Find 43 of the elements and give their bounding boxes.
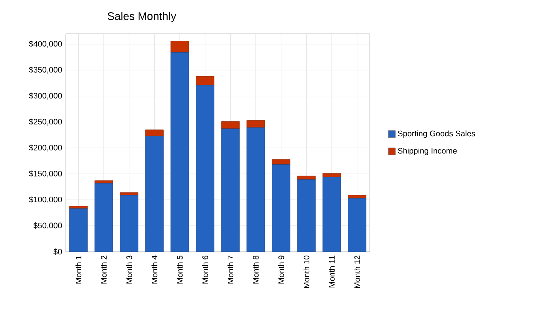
x-tick-label: Month 11 (329, 256, 335, 288)
y-tick-label: $100,000 (29, 196, 62, 204)
bar (146, 136, 164, 252)
bar (221, 122, 240, 130)
y-tick-label: $250,000 (29, 118, 62, 126)
bar (95, 183, 114, 252)
y-tick-label: $350,000 (29, 66, 62, 74)
bar (120, 195, 138, 252)
x-tick-label: Month 5 (177, 256, 183, 284)
y-tick-label: $300,000 (29, 92, 62, 100)
bar (272, 164, 290, 252)
bar (145, 130, 164, 136)
x-tick-label: Month 12 (354, 256, 360, 288)
x-tick-label: Month 1 (76, 256, 82, 284)
x-tick-label: Month 6 (202, 256, 208, 284)
bar (272, 159, 291, 165)
x-tick-label: Month 2 (101, 256, 107, 284)
y-tick-label: $200,000 (29, 144, 62, 152)
x-tick-label: Month 8 (253, 256, 259, 284)
bar (196, 76, 215, 86)
x-tick-label: Month 10 (304, 256, 310, 288)
x-tick-label: Month 3 (126, 256, 132, 284)
bar (171, 52, 190, 252)
bar (298, 180, 316, 252)
bar (170, 41, 190, 53)
bar (222, 128, 240, 252)
legend-label: Shipping Income (398, 148, 458, 156)
y-tick-label: $0 (54, 248, 62, 256)
bar (348, 198, 367, 252)
x-tick-label: Month 9 (278, 256, 284, 284)
legend-label: Sporting Goods Sales (398, 130, 476, 138)
x-tick-label: Month 4 (152, 256, 158, 284)
bar (247, 128, 265, 252)
bar (322, 173, 342, 178)
bar (196, 85, 214, 252)
y-tick-label: $400,000 (29, 40, 62, 48)
chart-title: Sales Monthly (108, 12, 176, 22)
bar (246, 120, 266, 128)
y-tick-label: $50,000 (34, 222, 62, 230)
y-tick-label: $150,000 (29, 170, 62, 178)
x-tick-label: Month 7 (228, 256, 234, 284)
bar (323, 177, 341, 252)
bar (70, 208, 88, 252)
